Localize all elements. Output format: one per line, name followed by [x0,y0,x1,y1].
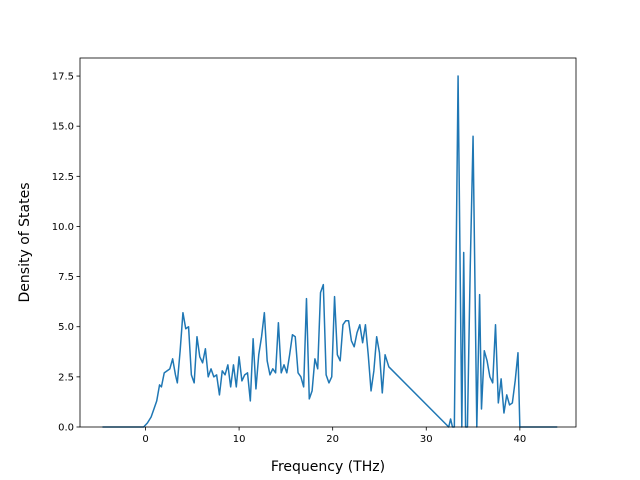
y-tick-label: 12.5 [52,172,74,183]
y-tick-label: 0.0 [58,423,74,434]
y-tick-label: 5.0 [58,322,74,333]
x-tick-label: 0 [142,434,148,445]
y-tick-label: 2.5 [58,372,74,383]
plot-background [80,58,576,427]
x-axis-label: Frequency (THz) [271,459,385,475]
y-axis: 0.0 2.5 5.0 7.5 10.0 12.5 15.0 17.5 [52,72,80,434]
y-tick-label: 15.0 [52,122,74,133]
x-tick-label: 30 [420,434,433,445]
x-tick-label: 20 [326,434,339,445]
chart-marks [102,75,558,428]
series-line-0 [102,75,558,428]
y-tick-label: 17.5 [52,72,74,83]
x-tick-label: 10 [233,434,246,445]
plot-frame [79,57,577,428]
y-tick-label: 10.0 [52,222,74,233]
x-axis: 0 10 20 30 40 [142,427,526,445]
y-tick-label: 7.5 [58,272,74,283]
y-axis-label: Density of States [17,183,33,303]
x-tick-label: 40 [513,434,526,445]
